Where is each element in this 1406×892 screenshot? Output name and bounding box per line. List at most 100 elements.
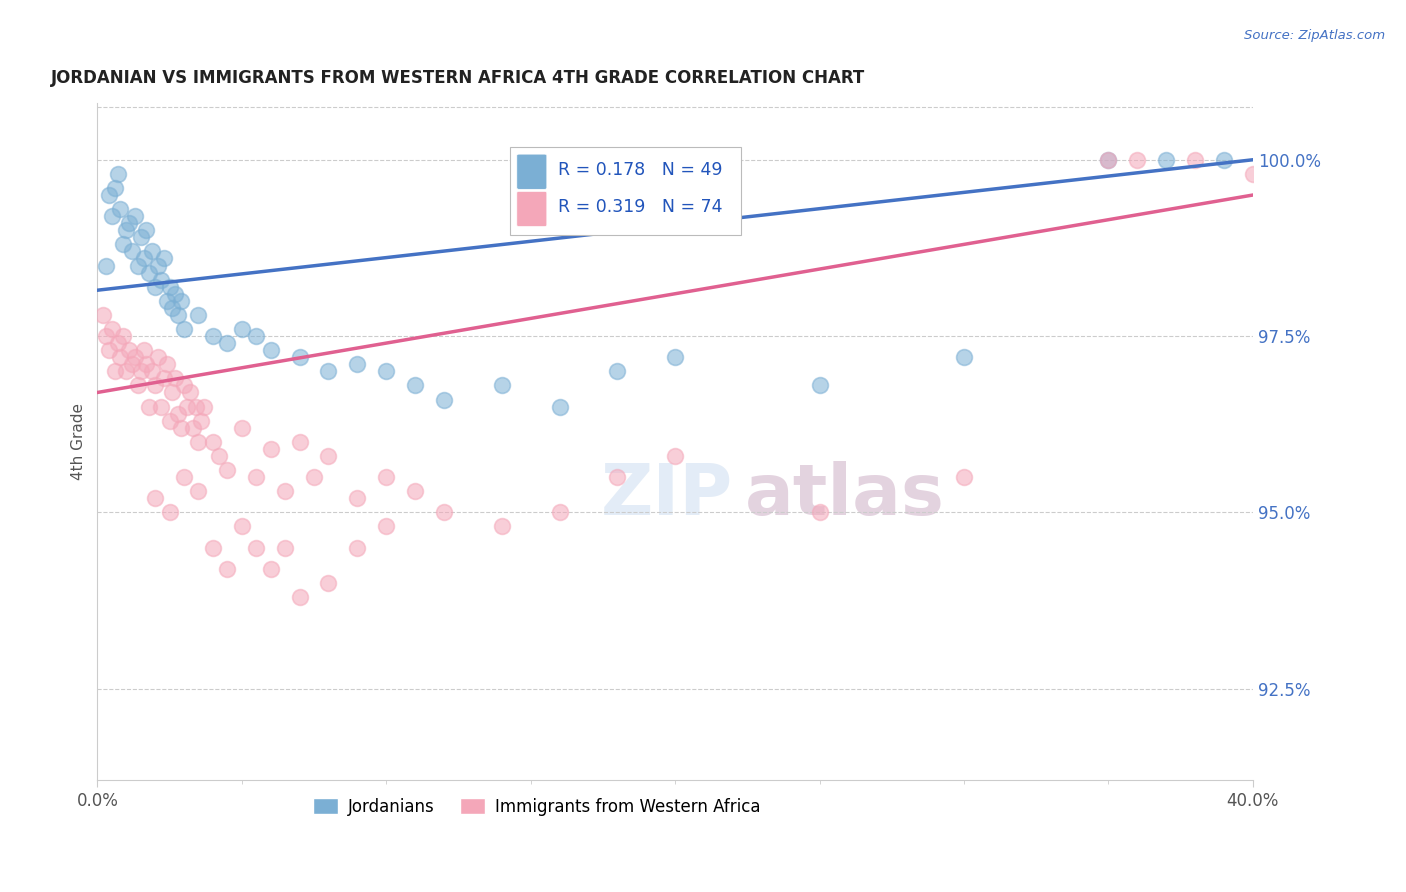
Point [152,371,174,385]
Point [548,505,571,519]
Point [159,505,181,519]
Point [141,244,163,259]
Point [107,167,129,181]
Legend: Jordanians, Immigrants from Western Africa: Jordanians, Immigrants from Western Afri… [307,791,766,822]
Point [170,293,193,308]
Point [664,350,686,364]
Point [346,357,368,371]
Point [179,385,201,400]
Point [115,223,138,237]
Point [288,350,311,364]
Point [159,414,181,428]
Point [664,449,686,463]
Point [260,442,283,456]
Point [143,378,166,392]
Point [190,414,212,428]
Point [129,230,152,244]
Point [104,181,127,195]
Point [404,484,426,499]
Point [217,562,239,576]
Point [491,519,513,533]
Point [156,357,179,371]
Point [245,470,267,484]
Point [112,329,135,343]
Point [112,237,135,252]
Point [433,392,456,407]
Point [101,322,124,336]
Point [138,266,160,280]
Point [217,463,239,477]
Point [404,378,426,392]
Point [491,378,513,392]
Point [127,259,149,273]
Text: JORDANIAN VS IMMIGRANTS FROM WESTERN AFRICA 4TH GRADE CORRELATION CHART: JORDANIAN VS IMMIGRANTS FROM WESTERN AFR… [51,69,865,87]
Point [132,252,155,266]
Point [375,519,398,533]
Point [127,378,149,392]
Point [146,259,169,273]
Text: Source: ZipAtlas.com: Source: ZipAtlas.com [1244,29,1385,42]
Point [274,541,297,555]
Point [245,329,267,343]
Point [193,400,215,414]
Point [1184,153,1206,167]
FancyBboxPatch shape [517,192,547,227]
Point [124,350,146,364]
Point [433,505,456,519]
Point [146,350,169,364]
Point [201,541,224,555]
Point [118,216,141,230]
Point [91,308,114,322]
Point [231,519,253,533]
Point [288,434,311,449]
Point [124,209,146,223]
Point [217,336,239,351]
Point [208,449,231,463]
Point [104,364,127,378]
Point [1097,153,1119,167]
Point [94,329,117,343]
Point [808,505,831,519]
Point [107,336,129,351]
Point [1154,153,1177,167]
Point [318,364,340,378]
FancyBboxPatch shape [510,147,741,235]
Point [953,470,976,484]
Point [187,308,209,322]
Point [346,541,368,555]
Point [318,449,340,463]
Point [187,484,209,499]
Point [1097,153,1119,167]
Point [156,293,179,308]
Point [149,400,172,414]
Point [201,434,224,449]
Point [231,421,253,435]
Point [173,322,195,336]
Text: R = 0.319   N = 74: R = 0.319 N = 74 [558,198,723,216]
Point [121,244,143,259]
Y-axis label: 4th Grade: 4th Grade [72,403,86,480]
Point [101,209,124,223]
Point [606,364,628,378]
Point [135,357,157,371]
Point [162,301,184,315]
Point [170,421,193,435]
Point [1126,153,1149,167]
Point [162,385,184,400]
Point [302,470,325,484]
Point [288,590,311,604]
Point [94,259,117,273]
Point [548,400,571,414]
Point [375,470,398,484]
Point [110,202,132,216]
Point [176,400,198,414]
Point [201,329,224,343]
Point [346,491,368,506]
Point [1213,153,1236,167]
Point [143,491,166,506]
Point [129,364,152,378]
Point [97,343,120,358]
Point [132,343,155,358]
Point [260,343,283,358]
Point [143,279,166,293]
